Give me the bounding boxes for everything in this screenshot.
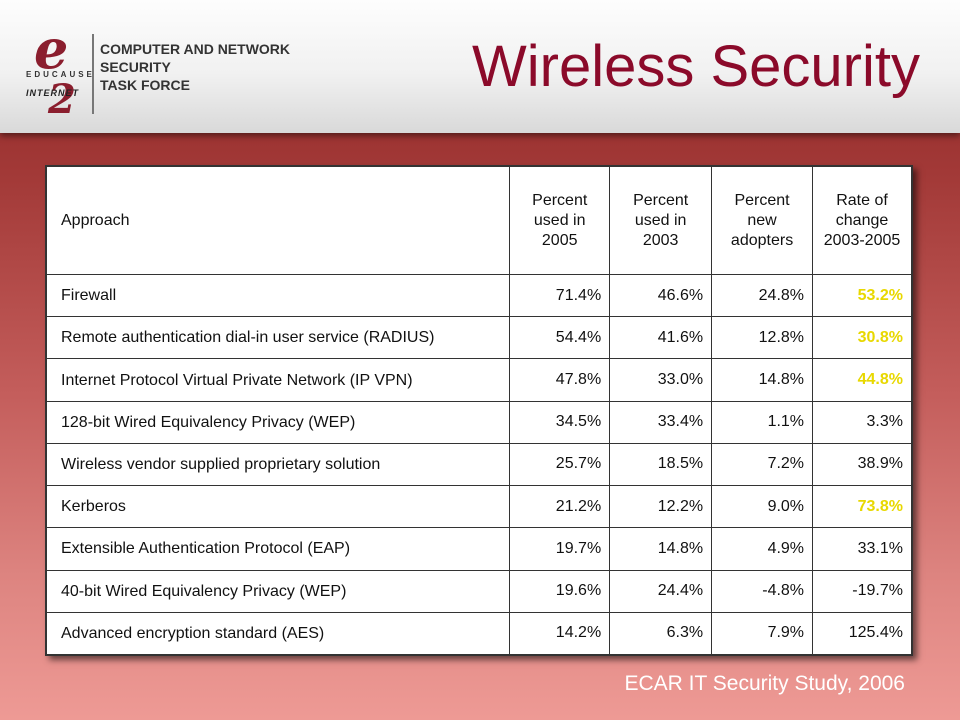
table-row: Firewall 71.4% 46.6% 24.8% 53.2% [45,273,912,318]
table-row: Internet Protocol Virtual Private Networ… [45,358,912,402]
cell-approach: Wireless vendor supplied proprietary sol… [45,442,511,487]
cell-2005: 19.7% [509,527,611,571]
logo: e EDUCAUSE 2 INTERNET COMPUTER AND NETWO… [20,22,290,123]
educause-wordmark: EDUCAUSE [26,70,95,79]
cell-approach: Advanced encryption standard (AES) [45,611,511,656]
cell-approach: 40-bit Wired Equivalency Privacy (WEP) [45,569,511,613]
column-header-new-adopters: Percent new adopters [711,166,814,275]
table-row: Wireless vendor supplied proprietary sol… [45,442,912,487]
cell-2003: 18.5% [609,442,713,487]
cell-new-adopters: 12.8% [711,316,814,360]
logo-divider [92,34,94,114]
cell-rate-highlighted: 53.2% [812,273,912,318]
cell-2005: 14.2% [509,611,611,656]
table-row: 128-bit Wired Equivalency Privacy (WEP) … [45,400,912,444]
slide-header: e EDUCAUSE 2 INTERNET COMPUTER AND NETWO… [0,0,960,133]
cell-approach: Internet Protocol Virtual Private Networ… [45,358,511,402]
cell-2003: 33.4% [609,400,713,444]
table-row: Extensible Authentication Protocol (EAP)… [45,527,912,571]
cell-rate-highlighted: 73.8% [812,485,912,529]
slide-title: Wireless Security [472,34,920,99]
cell-new-adopters: 9.0% [711,485,814,529]
cell-new-adopters: 7.2% [711,442,814,487]
cell-rate: 38.9% [812,442,912,487]
task-force-line-1: COMPUTER AND NETWORK [100,41,291,57]
cell-2003: 33.0% [609,358,713,402]
task-force-name: COMPUTER AND NETWORK SECURITY TASK FORCE [100,40,290,94]
cell-new-adopters: 4.9% [711,527,814,571]
cell-approach: 128-bit Wired Equivalency Privacy (WEP) [45,400,511,444]
column-header-rate-of-change: Rate of change 2003-2005 [812,166,912,275]
cell-2005: 21.2% [509,485,611,529]
table-row: Kerberos 21.2% 12.2% 9.0% 73.8% [45,485,912,529]
cell-approach: Kerberos [45,485,511,529]
educause-e-logo-mark: e [34,17,69,81]
cell-2005: 47.8% [509,358,611,402]
security-table: Approach Percent used in 2005 Percent us… [45,166,912,656]
column-header-2005: Percent used in 2005 [509,166,611,275]
cell-2003: 12.2% [609,485,713,529]
table-row: Remote authentication dial-in user servi… [45,316,912,360]
cell-2005: 54.4% [509,316,611,360]
cell-rate-highlighted: 44.8% [812,358,912,402]
security-table-container: Approach Percent used in 2005 Percent us… [45,165,913,656]
cell-2005: 71.4% [509,273,611,318]
cell-new-adopters: 1.1% [711,400,814,444]
task-force-line-2: SECURITY [100,59,171,75]
task-force-line-3: TASK FORCE [100,77,190,93]
cell-2003: 41.6% [609,316,713,360]
cell-rate: 33.1% [812,527,912,571]
cell-2003: 24.4% [609,569,713,613]
cell-rate: -19.7% [812,569,912,613]
table-row: 40-bit Wired Equivalency Privacy (WEP) 1… [45,569,912,613]
internet-wordmark: INTERNET [26,88,79,98]
cell-2003: 14.8% [609,527,713,571]
internet2-logo-mark: 2 [48,76,76,123]
cell-new-adopters: 24.8% [711,273,814,318]
column-header-approach: Approach [45,166,511,275]
cell-new-adopters: 7.9% [711,611,814,656]
cell-rate: 125.4% [812,611,912,656]
cell-2003: 6.3% [609,611,713,656]
cell-2005: 34.5% [509,400,611,444]
cell-rate: 3.3% [812,400,912,444]
cell-2005: 19.6% [509,569,611,613]
cell-approach: Extensible Authentication Protocol (EAP) [45,527,511,571]
cell-new-adopters: -4.8% [711,569,814,613]
cell-approach: Firewall [45,273,511,318]
cell-rate-highlighted: 30.8% [812,316,912,360]
source-citation: ECAR IT Security Study, 2006 [624,672,905,695]
cell-2005: 25.7% [509,442,611,487]
cell-approach: Remote authentication dial-in user servi… [45,316,511,360]
table-row: Advanced encryption standard (AES) 14.2%… [45,611,912,656]
table-header-row: Approach Percent used in 2005 Percent us… [45,166,912,275]
cell-2003: 46.6% [609,273,713,318]
cell-new-adopters: 14.8% [711,358,814,402]
column-header-2003: Percent used in 2003 [609,166,713,275]
